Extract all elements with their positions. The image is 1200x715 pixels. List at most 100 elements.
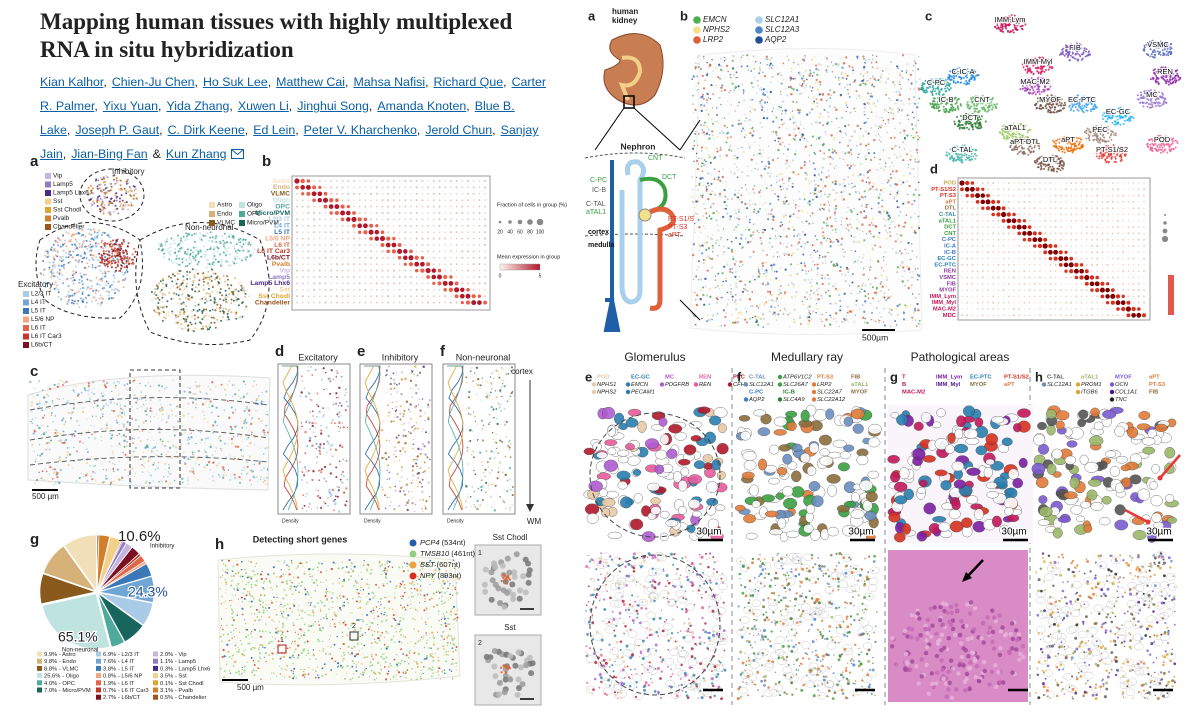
dot — [381, 282, 384, 285]
dot — [448, 287, 454, 292]
dot — [358, 295, 361, 297]
dot — [236, 584, 238, 587]
dot — [344, 409, 347, 412]
dot — [38, 471, 41, 474]
dot — [449, 593, 451, 596]
author-link[interactable]: Yixu Yuan — [102, 99, 158, 113]
dot — [473, 385, 476, 388]
author-link[interactable]: C. Dirk Keene — [167, 123, 245, 137]
dot — [448, 599, 450, 601]
dot — [319, 289, 321, 291]
dot — [355, 666, 358, 668]
dot — [504, 473, 508, 477]
dot — [109, 202, 112, 205]
dot — [394, 619, 397, 622]
author-link[interactable]: Kun Zhang — [165, 147, 227, 161]
dot — [51, 407, 54, 410]
dot — [511, 486, 514, 488]
dot — [302, 565, 304, 567]
umap-dots — [98, 238, 139, 272]
dot — [332, 561, 335, 564]
dot — [386, 236, 391, 241]
email-icon[interactable] — [230, 149, 244, 159]
dot — [112, 257, 115, 260]
dot — [461, 276, 463, 278]
author-link[interactable]: Jian-Bing Fan — [71, 147, 148, 161]
dot — [353, 269, 355, 272]
dot — [129, 189, 132, 192]
dot — [120, 415, 123, 419]
dot — [303, 472, 305, 474]
dot — [112, 280, 115, 283]
dot — [319, 452, 322, 455]
dot — [384, 611, 387, 614]
author-link[interactable]: Ed Lein — [253, 123, 296, 137]
dot — [102, 212, 105, 215]
dot — [202, 253, 205, 256]
dot — [341, 660, 344, 662]
dot — [415, 231, 418, 234]
dot — [212, 257, 215, 260]
dot — [119, 255, 122, 258]
dot — [403, 249, 408, 254]
dot — [153, 292, 156, 295]
author-link[interactable]: Jerold Chun — [425, 123, 493, 137]
dot — [125, 261, 128, 264]
dot — [393, 218, 395, 221]
author-link[interactable]: Mahsa Nafisi — [353, 75, 426, 89]
dot — [263, 433, 266, 436]
dot — [437, 274, 442, 280]
author-link[interactable]: Carter R. Palmer — [40, 75, 546, 113]
author-link[interactable]: Amanda Knoten — [377, 99, 467, 113]
dot — [374, 595, 376, 597]
legend-label: 0.8% - L5/6 NP — [103, 673, 142, 679]
author-link[interactable]: Richard Que — [433, 75, 504, 89]
dot — [179, 250, 182, 252]
dot — [58, 273, 61, 275]
dot — [62, 265, 65, 268]
dot — [341, 224, 344, 227]
dot — [181, 258, 184, 261]
dot — [186, 476, 189, 479]
dot — [104, 196, 107, 199]
dot — [241, 246, 244, 249]
author-link[interactable]: Xuwen Li — [237, 99, 289, 113]
dot — [113, 210, 115, 213]
dot — [134, 250, 137, 253]
dot — [113, 288, 116, 291]
dot — [324, 276, 327, 278]
dot — [236, 611, 239, 613]
dot — [53, 283, 56, 286]
dot — [241, 669, 243, 671]
author-link[interactable]: Kian Kalhor — [40, 75, 104, 89]
dot — [359, 597, 362, 599]
author-link[interactable]: Blue B. Lake — [40, 99, 515, 137]
author-link[interactable]: Chien-Ju Chen — [111, 75, 195, 89]
dot — [75, 254, 78, 257]
dot — [265, 660, 267, 663]
dot — [415, 224, 418, 227]
dot — [209, 469, 212, 471]
author-link[interactable]: Joseph P. Gaut — [75, 123, 160, 137]
author-link[interactable]: Jinghui Song — [297, 99, 369, 113]
dot — [393, 257, 395, 259]
author-link[interactable]: Yida Zhang — [166, 99, 230, 113]
author-link[interactable]: Matthew Cai — [276, 75, 346, 89]
dot — [167, 278, 170, 281]
dot — [72, 389, 75, 392]
dot — [312, 668, 314, 671]
dot — [266, 469, 268, 471]
dot — [327, 504, 330, 507]
dot — [296, 205, 298, 208]
author-link[interactable]: Ho Suk Lee — [202, 75, 268, 89]
dot — [117, 212, 120, 215]
dot — [307, 282, 310, 285]
author-link[interactable]: Sanjay Jain — [40, 123, 539, 161]
dot — [48, 473, 51, 476]
dot — [164, 317, 167, 320]
author-link[interactable]: Peter V. Kharchenko — [303, 123, 417, 137]
dot — [144, 399, 148, 402]
dot — [53, 468, 57, 471]
dot — [311, 399, 313, 401]
dot — [438, 199, 441, 201]
